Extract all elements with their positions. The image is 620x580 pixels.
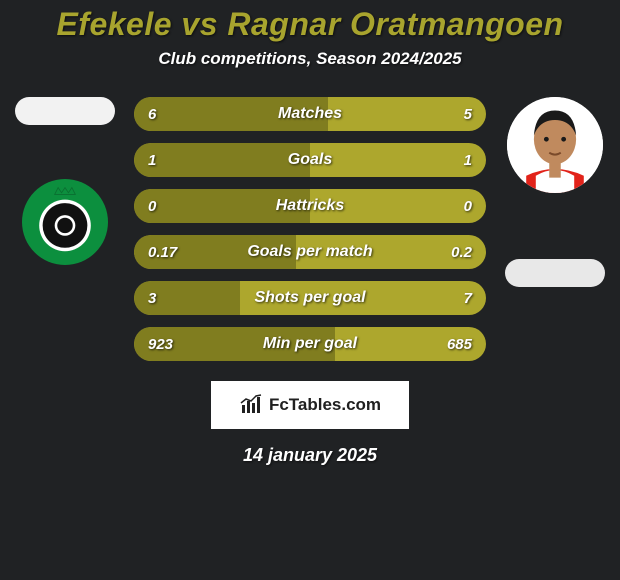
brand-badge: FcTables.com [211, 381, 409, 429]
stat-bar: 923Min per goal685 [134, 327, 486, 361]
stat-right-value: 685 [447, 336, 472, 353]
stat-label: Shots per goal [134, 289, 486, 307]
right-club-pill [505, 259, 605, 287]
avatar-icon [507, 97, 603, 193]
stat-label: Hattricks [134, 197, 486, 215]
stat-bar: 0Hattricks0 [134, 189, 486, 223]
stat-label: Goals [134, 151, 486, 169]
brand-text: FcTables.com [269, 395, 381, 415]
brand-chart-icon [239, 393, 263, 417]
left-player-pill [15, 97, 115, 125]
stat-label: Min per goal [134, 335, 486, 353]
page-subtitle: Club competitions, Season 2024/2025 [0, 49, 620, 69]
stat-bars: 6Matches5 1Goals1 0Hattricks0 0.17Goals per… [134, 97, 486, 361]
stat-right-value: 0 [464, 198, 472, 215]
club-logo-icon [22, 179, 108, 265]
stat-label: Matches [134, 105, 486, 123]
date-text: 14 january 2025 [0, 445, 620, 466]
left-column [10, 97, 120, 265]
page-title: Efekele vs Ragnar Oratmangoen [0, 0, 620, 43]
stat-label: Goals per match [134, 243, 486, 261]
stat-right-value: 1 [464, 152, 472, 169]
stat-right-value: 0.2 [451, 244, 472, 261]
main-row: 6Matches5 1Goals1 0Hattricks0 0.17Goals per… [0, 97, 620, 361]
comparison-card: Efekele vs Ragnar Oratmangoen Club compe… [0, 0, 620, 580]
stat-bar: 6Matches5 [134, 97, 486, 131]
left-stack [15, 97, 115, 265]
right-player-avatar [507, 97, 603, 193]
stat-bar: 0.17Goals per match0.2 [134, 235, 486, 269]
stat-right-value: 5 [464, 106, 472, 123]
stat-bar: 1Goals1 [134, 143, 486, 177]
stat-right-value: 7 [464, 290, 472, 307]
stat-bar: 3Shots per goal7 [134, 281, 486, 315]
right-column [500, 97, 610, 287]
left-club-logo [22, 179, 108, 265]
right-stack [505, 97, 605, 287]
